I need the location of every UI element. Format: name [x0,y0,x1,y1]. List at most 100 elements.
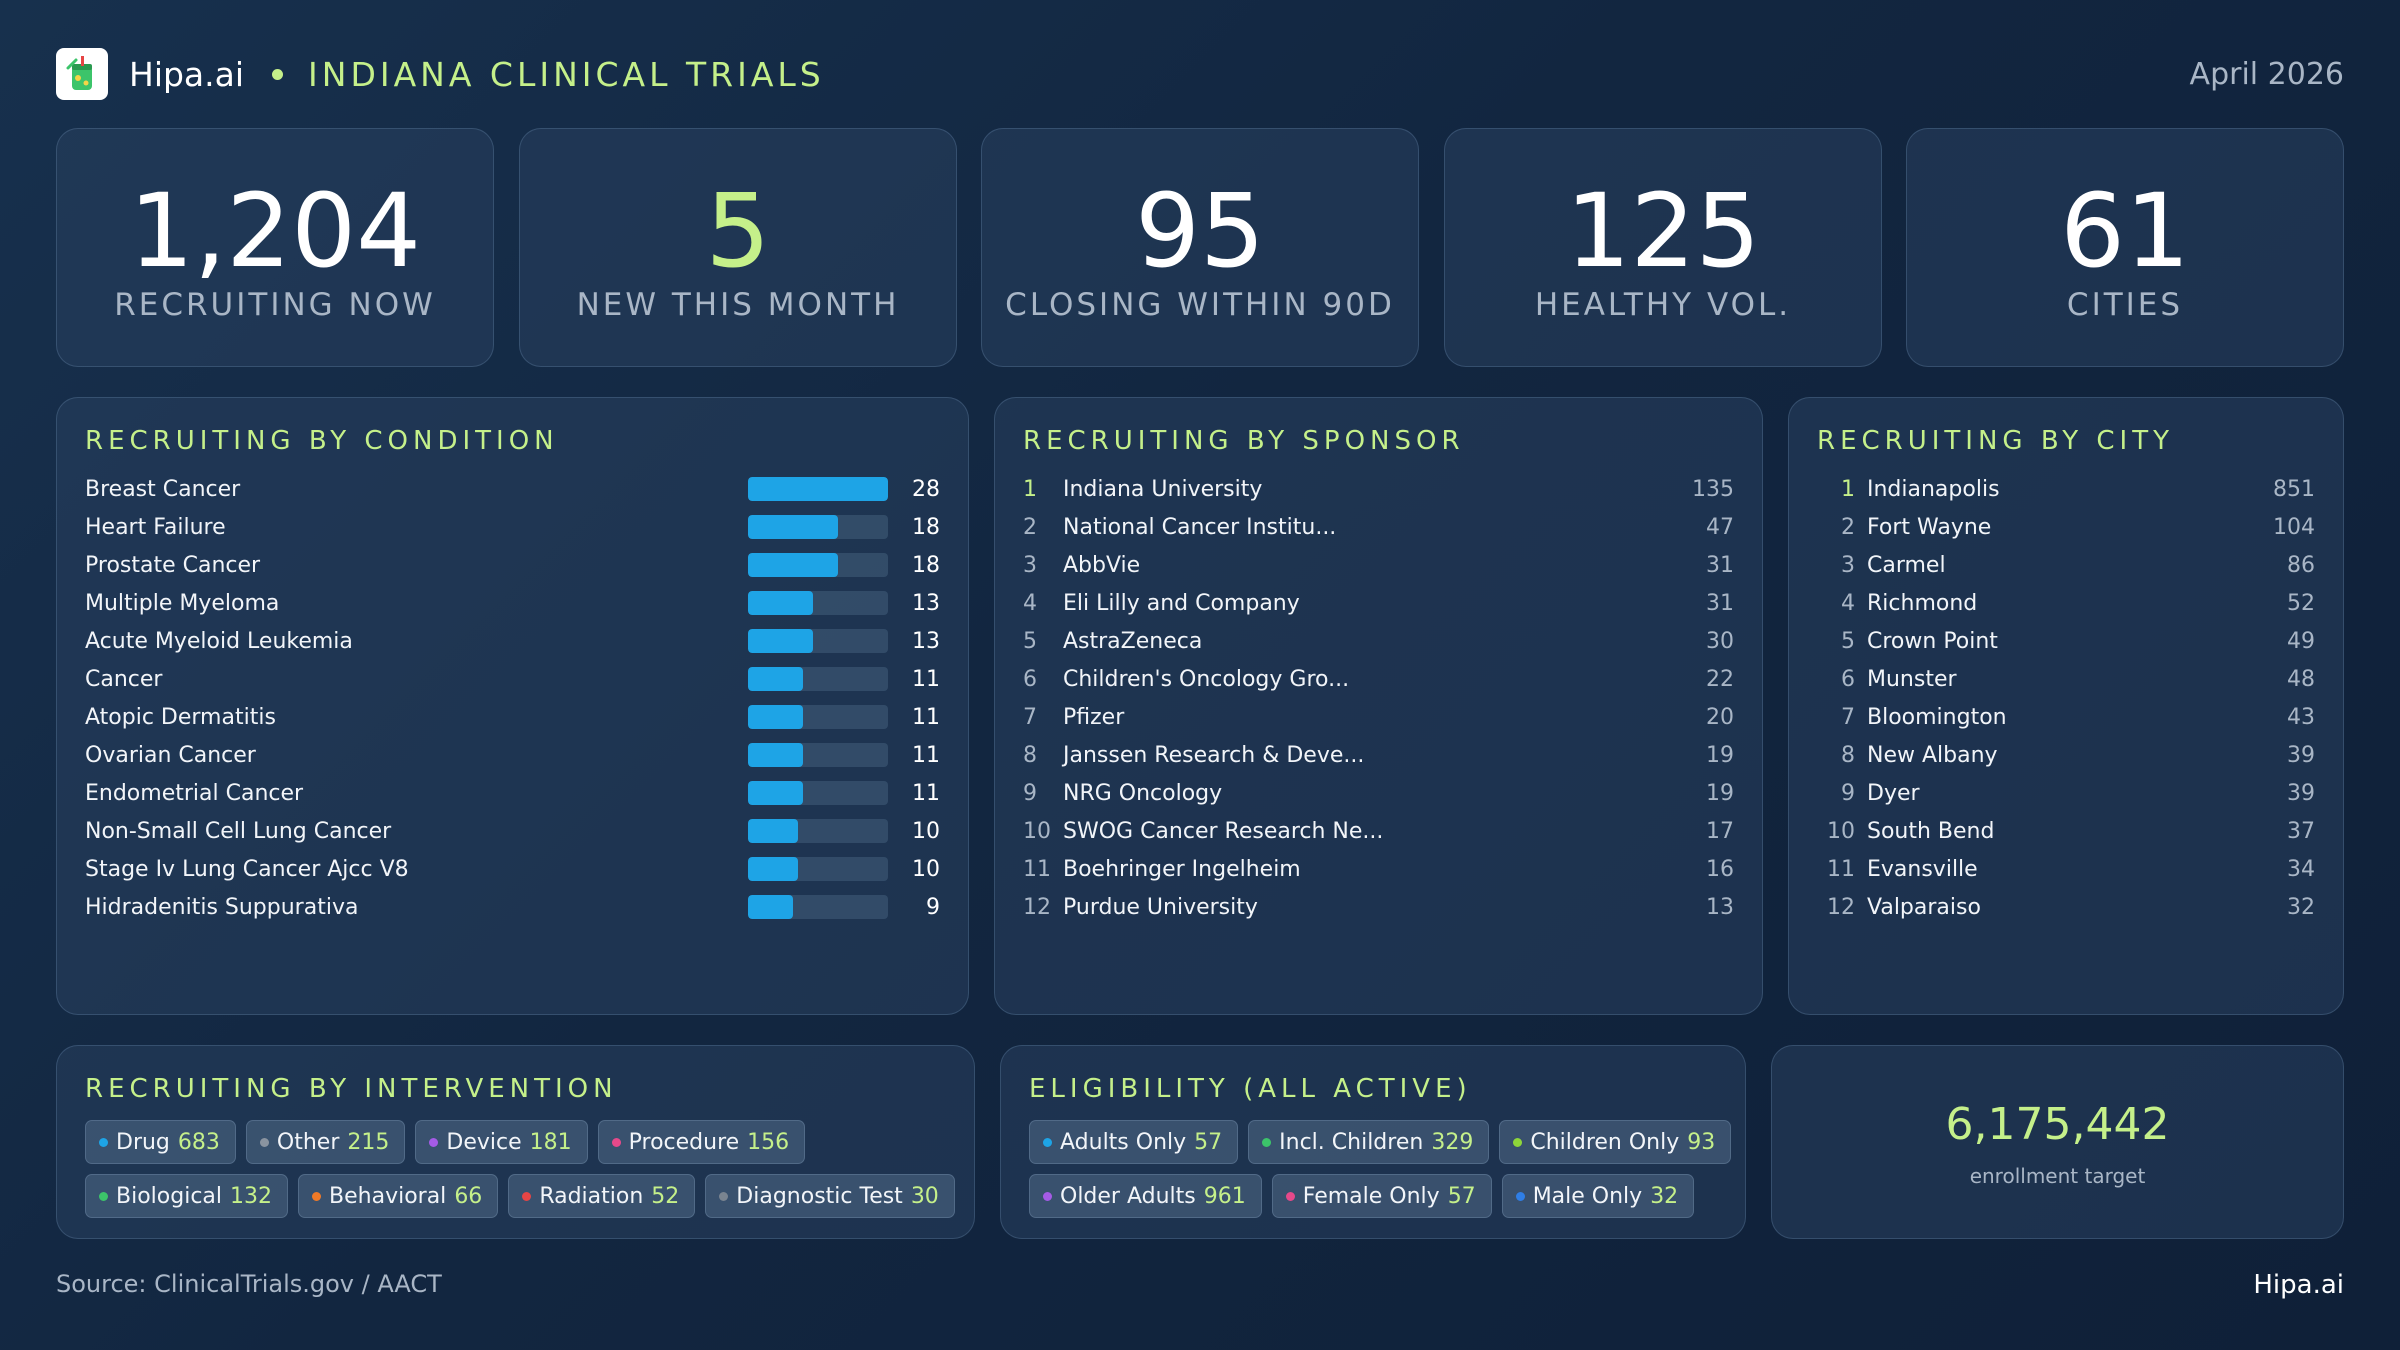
chip-count: 52 [651,1183,680,1209]
city-row[interactable]: 2 Fort Wayne 104 [1817,508,2315,546]
condition-row[interactable]: Stage Iv Lung Cancer Ajcc V8 10 [85,850,940,888]
condition-bar-track [748,743,888,767]
city-row[interactable]: 4 Richmond 52 [1817,584,2315,622]
intervention-chip[interactable]: Drug 683 [85,1120,236,1164]
condition-count: 9 [926,894,940,920]
condition-count: 11 [912,742,940,768]
condition-row[interactable]: Ovarian Cancer 11 [85,736,940,774]
color-dot-icon [1043,1137,1052,1147]
eligibility-chip[interactable]: Older Adults 961 [1029,1174,1262,1218]
chip-label: Radiation [539,1183,644,1209]
eligibility-chip[interactable]: Adults Only 57 [1029,1120,1239,1164]
chip-row: Biological 132 Behavioral 66 Radiation 52 Diag… [85,1174,955,1218]
intervention-chip[interactable]: Other 215 [245,1120,406,1164]
condition-row[interactable]: Endometrial Cancer 11 [85,774,940,812]
condition-count: 11 [912,780,940,806]
chip-label: Diagnostic Test [736,1183,903,1209]
chip-row: Older Adults 961 Female Only 57 Male Only 32 [1029,1174,1725,1218]
eligibility-chip[interactable]: Children Only 93 [1499,1120,1732,1164]
city-row[interactable]: 11 Evansville 34 [1817,850,2315,888]
city-row[interactable]: 10 South Bend 37 [1817,812,2315,850]
condition-count: 28 [912,476,940,502]
condition-name: Ovarian Cancer [85,742,256,768]
city-row[interactable]: 9 Dyer 39 [1817,774,2315,812]
sponsor-row[interactable]: 6 Children's Oncology Gro... 22 [1023,660,1734,698]
sponsor-count: 22 [1706,666,1734,692]
sponsor-name: National Cancer Institu... [1063,514,1337,540]
chip-label: Female Only [1302,1183,1440,1209]
city-row[interactable]: 5 Crown Point 49 [1817,622,2315,660]
chip-count: 181 [529,1129,572,1155]
separator-dot [272,68,284,80]
condition-count: 13 [912,628,940,654]
chip-count: 66 [454,1183,483,1209]
sponsor-name: Purdue University [1063,894,1258,920]
condition-row[interactable]: Prostate Cancer 18 [85,546,940,584]
city-rank: 5 [1841,628,1855,654]
sponsor-name: AstraZeneca [1063,628,1203,654]
app-logo[interactable] [56,48,108,100]
sponsor-name: Eli Lilly and Company [1063,590,1300,616]
intervention-chip[interactable]: Diagnostic Test 30 [705,1174,955,1218]
condition-row[interactable]: Non-Small Cell Lung Cancer 10 [85,812,940,850]
sponsor-row[interactable]: 7 Pfizer 20 [1023,698,1734,736]
city-row[interactable]: 12 Valparaiso 32 [1817,888,2315,926]
sponsor-count: 19 [1706,780,1734,806]
intervention-chip[interactable]: Radiation 52 [508,1174,696,1218]
condition-row[interactable]: Atopic Dermatitis 11 [85,698,940,736]
eligibility-chip[interactable]: Female Only 57 [1271,1174,1492,1218]
city-row[interactable]: 3 Carmel 86 [1817,546,2315,584]
intervention-chip[interactable]: Behavioral 66 [298,1174,499,1218]
sponsor-row[interactable]: 9 NRG Oncology 19 [1023,774,1734,812]
condition-bar [748,895,793,919]
condition-count: 10 [912,856,940,882]
sponsor-row[interactable]: 1 Indiana University 135 [1023,470,1734,508]
color-dot-icon [99,1137,108,1147]
city-row[interactable]: 1 Indianapolis 851 [1817,470,2315,508]
sponsor-rank: 7 [1023,704,1037,730]
condition-bar-track [748,705,888,729]
color-dot-icon [429,1137,439,1147]
city-row[interactable]: 7 Bloomington 43 [1817,698,2315,736]
chip-count: 683 [177,1129,220,1155]
city-list: 1 Indianapolis 851 2 Fort Wayne 104 3 Carmel 86 4… [1817,470,2315,926]
sponsor-row[interactable]: 4 Eli Lilly and Company 31 [1023,584,1734,622]
sponsor-row[interactable]: 11 Boehringer Ingelheim 16 [1023,850,1734,888]
sponsor-rank: 12 [1023,894,1051,920]
eligibility-panel-title: ELIGIBILITY (ALL ACTIVE) [1029,1074,1472,1104]
intervention-chip[interactable]: Device 181 [415,1120,588,1164]
condition-row[interactable]: Hidradenitis Suppurativa 9 [85,888,940,926]
condition-row[interactable]: Cancer 11 [85,660,940,698]
sponsor-row[interactable]: 10 SWOG Cancer Research Ne... 17 [1023,812,1734,850]
sponsor-row[interactable]: 12 Purdue University 13 [1023,888,1734,926]
sponsor-row[interactable]: 2 National Cancer Institu... 47 [1023,508,1734,546]
sponsor-row[interactable]: 5 AstraZeneca 30 [1023,622,1734,660]
condition-row[interactable]: Breast Cancer 28 [85,470,940,508]
condition-bar-track [748,895,888,919]
sponsor-row[interactable]: 8 Janssen Research & Deve... 19 [1023,736,1734,774]
city-row[interactable]: 6 Munster 48 [1817,660,2315,698]
sponsor-rank: 5 [1023,628,1037,654]
sponsor-count: 135 [1692,476,1734,502]
sponsor-name: Boehringer Ingelheim [1063,856,1301,882]
intervention-chip[interactable]: Procedure 156 [597,1120,806,1164]
intervention-chips: Drug 683 Other 215 Device 181 Procedure 156 Biol… [85,1120,955,1228]
condition-row[interactable]: Heart Failure 18 [85,508,940,546]
chip-count: 961 [1203,1183,1246,1209]
kpi-label: NEW THIS MONTH [576,287,900,323]
intervention-chip[interactable]: Biological 132 [85,1174,289,1218]
color-dot-icon [259,1137,269,1147]
sponsor-rank: 1 [1023,476,1037,502]
chip-count: 57 [1447,1183,1476,1209]
condition-row[interactable]: Acute Myeloid Leukemia 13 [85,622,940,660]
condition-count: 18 [912,514,940,540]
enrollment-label: enrollment target [1969,1164,2146,1188]
condition-count: 18 [912,552,940,578]
sponsor-row[interactable]: 3 AbbVie 31 [1023,546,1734,584]
city-row[interactable]: 8 New Albany 39 [1817,736,2315,774]
eligibility-chip[interactable]: Male Only 32 [1501,1174,1695,1218]
condition-name: Endometrial Cancer [85,780,304,806]
condition-row[interactable]: Multiple Myeloma 13 [85,584,940,622]
eligibility-chip[interactable]: Incl. Children 329 [1248,1120,1490,1164]
color-dot-icon [1285,1191,1295,1201]
